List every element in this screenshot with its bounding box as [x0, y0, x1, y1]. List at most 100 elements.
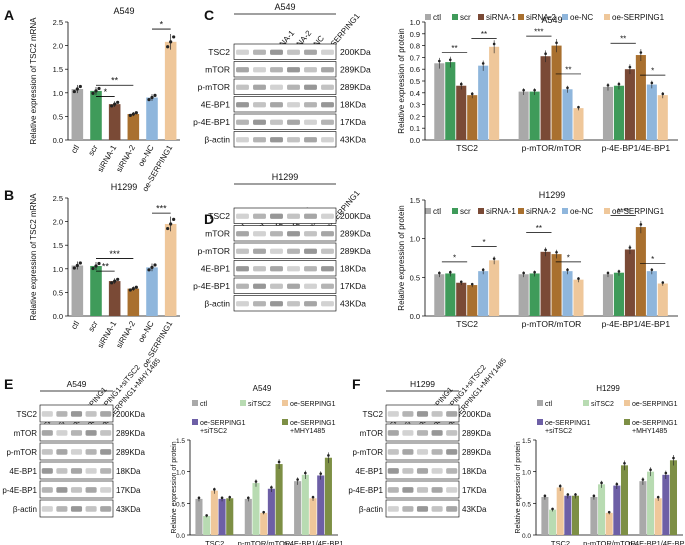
- data-point: [459, 82, 463, 86]
- blot-band: [304, 301, 317, 307]
- data-point: [134, 285, 138, 289]
- lane-label: ctl: [41, 416, 53, 428]
- y-tick-label: 0.0: [53, 312, 63, 321]
- data-point: [113, 279, 117, 283]
- bar: [669, 460, 677, 535]
- blot-band: [321, 67, 334, 73]
- data-point: [153, 93, 157, 97]
- data-point: [566, 493, 570, 496]
- x-tick-label: TSC2: [551, 539, 570, 545]
- data-point: [131, 112, 135, 116]
- data-point: [544, 52, 547, 56]
- blot-band: [253, 84, 266, 90]
- data-point: [617, 270, 621, 273]
- bar: [294, 481, 302, 535]
- legend-entry: oe-SERPING1: [200, 420, 246, 427]
- data-point: [166, 45, 170, 49]
- data-point: [639, 223, 643, 226]
- data-point: [128, 288, 132, 292]
- legend-entry: ctl: [200, 401, 207, 408]
- blot-band: [56, 449, 68, 455]
- bar: [602, 86, 614, 140]
- data-point: [492, 42, 496, 46]
- legend-swatch: [624, 419, 630, 425]
- bar: [646, 271, 657, 316]
- legend-swatch: [192, 419, 198, 425]
- blot-band: [270, 248, 283, 254]
- blot-band: [100, 449, 112, 455]
- data-point: [664, 471, 668, 475]
- panel-letter: B: [4, 187, 14, 203]
- protein-label: 4E-BP1: [9, 467, 37, 476]
- mw-label: 289KDa: [462, 448, 491, 457]
- blot-band: [446, 468, 458, 474]
- data-point: [169, 40, 173, 44]
- y-axis-label: Relative expression of protein: [515, 441, 522, 533]
- sig-label: *: [567, 253, 570, 262]
- x-tick-label: ctl: [69, 319, 81, 331]
- legend-entry: siRNA-1: [486, 207, 516, 216]
- legend-entry: ctl: [433, 13, 441, 22]
- blot-band: [446, 487, 458, 493]
- data-point: [247, 496, 250, 500]
- bar: [620, 465, 628, 535]
- blot-band: [236, 67, 249, 73]
- blot-band: [253, 248, 266, 254]
- blot-band: [236, 84, 249, 90]
- data-point: [577, 105, 580, 109]
- blot-band: [287, 67, 300, 73]
- sig-label: ***: [534, 28, 543, 37]
- data-point: [566, 86, 569, 90]
- legend-entry: siTSC2: [591, 401, 614, 408]
- blot-band: [431, 468, 443, 474]
- y-axis-label: Relative expression of protein: [397, 205, 406, 310]
- blot-band: [85, 449, 97, 455]
- legend-swatch: [518, 14, 524, 20]
- data-point: [311, 495, 315, 499]
- data-point: [134, 111, 138, 115]
- data-point: [448, 58, 452, 62]
- x-tick-label: TSC2: [456, 319, 478, 329]
- legend-swatch: [562, 14, 568, 20]
- blot-band: [85, 506, 97, 512]
- blot-band: [253, 266, 266, 272]
- data-point: [91, 91, 95, 95]
- blot-band: [85, 430, 97, 436]
- blot-band: [402, 468, 414, 474]
- legend-entry: oe-SERPING1: [290, 420, 336, 427]
- y-tick-label: 0.5: [176, 501, 185, 508]
- x-tick-label: oe-NC: [136, 319, 155, 344]
- blot-band: [287, 213, 300, 219]
- y-tick-label: 1.5: [53, 65, 63, 74]
- mw-label: 18KDa: [116, 467, 141, 476]
- protein-label: mTOR: [205, 64, 230, 74]
- legend-swatch: [192, 400, 198, 406]
- data-point: [558, 484, 562, 488]
- sig-label: **: [102, 262, 110, 272]
- legend-entry: siRNA-2: [526, 207, 556, 216]
- data-point: [78, 261, 82, 265]
- blot-band: [70, 411, 83, 417]
- data-point: [78, 84, 82, 89]
- legend-entry: +siTSC2: [200, 428, 227, 435]
- blot-band: [287, 137, 300, 143]
- blot-band: [270, 283, 283, 289]
- sig-label: **: [536, 224, 542, 233]
- blot-frame: [233, 225, 337, 242]
- bar: [90, 90, 102, 140]
- bar: [549, 509, 557, 535]
- x-tick-label: TSC2: [205, 539, 224, 545]
- blot-frame: [39, 442, 114, 461]
- bar: [71, 265, 84, 316]
- blot-band: [253, 137, 266, 143]
- data-point: [270, 486, 273, 489]
- legend-entry: oe-SERPING1: [612, 207, 665, 216]
- blot-band: [56, 468, 68, 474]
- legend-swatch: [425, 208, 431, 214]
- panel-title: H1299: [111, 182, 138, 192]
- y-tick-label: 0.0: [176, 533, 185, 540]
- blot-band: [287, 102, 300, 108]
- bar: [275, 464, 283, 535]
- blot-band: [236, 213, 249, 219]
- blot-band: [287, 283, 300, 289]
